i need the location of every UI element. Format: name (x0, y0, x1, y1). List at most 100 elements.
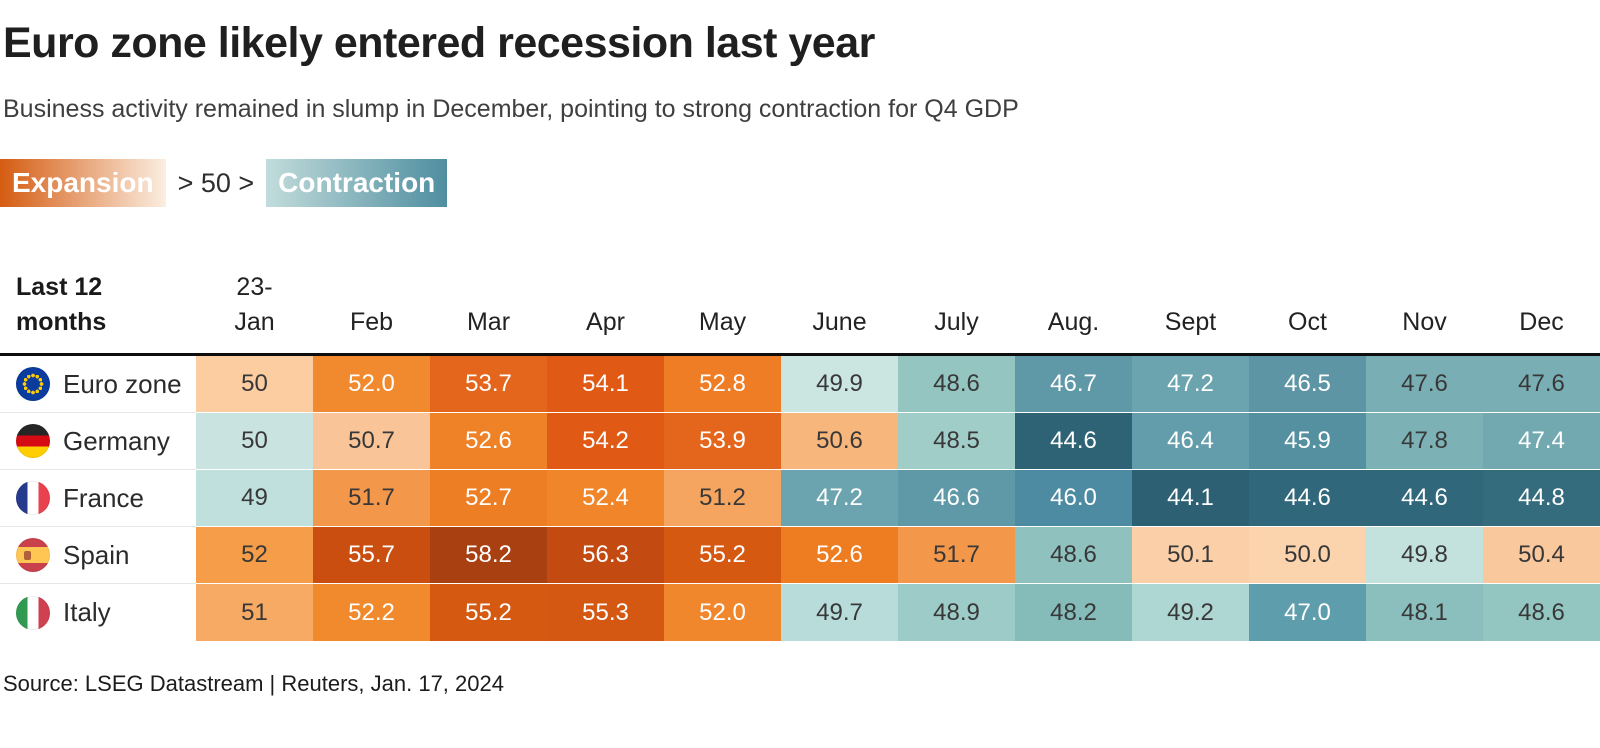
chart-subtitle: Business activity remained in slump in D… (3, 95, 1019, 124)
month-header-row: Last 12 months 23- Jan Feb Mar Apr May June Ju… (0, 270, 1600, 357)
column-header: May (698, 307, 747, 336)
heatmap-cell: 47.0 (1249, 584, 1366, 642)
table-row: Germany 50 50.7 52.6 54.2 53.9 50.6 48.5 44.6 46.… (0, 413, 1600, 471)
heatmap-body: Euro zone 50 52.0 53.7 54.1 52.8 49.9 48.6 46.7 4… (0, 356, 1600, 642)
heatmap-cell: 47.4 (1483, 413, 1600, 471)
heatmap-cell: 50.0 (1249, 527, 1366, 585)
heatmap-cell: 44.6 (1249, 470, 1366, 528)
heatmap-cell: 45.9 (1249, 413, 1366, 471)
color-legend: Expansion > 50 > Contraction (0, 158, 1600, 208)
country-label-cell: Germany (0, 413, 196, 471)
germany-flag-icon (16, 424, 50, 459)
heatmap-cell: 55.3 (547, 584, 664, 642)
heatmap-cell: 52.0 (313, 356, 430, 414)
heatmap-cell: 54.2 (547, 413, 664, 471)
heatmap-cell: 50.6 (781, 413, 898, 471)
heatmap-cell: 52.6 (781, 527, 898, 585)
country-label-cell: Euro zone (0, 356, 196, 414)
country-label-cell: France (0, 470, 196, 528)
heatmap-cell: 46.5 (1249, 356, 1366, 414)
heatmap-cell: 47.8 (1366, 413, 1483, 471)
contraction-badge: Contraction (266, 159, 448, 208)
country-label-cell: Italy (0, 584, 196, 642)
heatmap-cell: 46.7 (1015, 356, 1132, 414)
expansion-badge: Expansion (0, 159, 166, 208)
legend-threshold-label: > 50 > (177, 167, 255, 198)
heatmap-cell: 48.6 (898, 356, 1015, 414)
heatmap-cell: 52.6 (430, 413, 547, 471)
country-label-cell: Spain (0, 527, 196, 585)
column-header: 23- Jan (234, 273, 275, 336)
heatmap-cell: 48.6 (1015, 527, 1132, 585)
column-header: Mar (466, 307, 511, 336)
france-flag-icon (16, 481, 50, 516)
heatmap-cell: 56.3 (547, 527, 664, 585)
heatmap-cell: 51.7 (898, 527, 1015, 585)
heatmap-cell: 48.5 (898, 413, 1015, 471)
heatmap-cell: 46.6 (898, 470, 1015, 528)
row-header-label: Last 12 months (16, 273, 107, 336)
heatmap-cell: 50.4 (1483, 527, 1600, 585)
column-header: Feb (349, 307, 394, 336)
country-name: France (63, 482, 144, 513)
heatmap-cell: 49 (196, 470, 313, 528)
eu-flag-icon (16, 367, 50, 402)
heatmap-cell: 49.7 (781, 584, 898, 642)
heatmap-cell: 51.7 (313, 470, 430, 528)
spain-flag-icon (16, 538, 50, 573)
italy-flag-icon (16, 595, 50, 630)
heatmap-cell: 55.7 (313, 527, 430, 585)
column-header: Aug. (1047, 307, 1100, 336)
heatmap-cell: 50 (196, 356, 313, 414)
heatmap-cell: 44.1 (1132, 470, 1249, 528)
heatmap-cell: 53.9 (664, 413, 781, 471)
country-name: Spain (63, 539, 130, 570)
column-header: June (812, 307, 867, 336)
heatmap-cell: 53.7 (430, 356, 547, 414)
heatmap-cell: 50 (196, 413, 313, 471)
row-header-cell: Last 12 months (0, 270, 196, 339)
table-row: Spain 52 55.7 58.2 56.3 55.2 52.6 51.7 48.6 50.1 5… (0, 527, 1600, 585)
heatmap-cell: 49.8 (1366, 527, 1483, 585)
column-header: Dec (1519, 307, 1564, 336)
heatmap-cell: 48.2 (1015, 584, 1132, 642)
heatmap-cell: 55.2 (430, 584, 547, 642)
heatmap-cell: 44.6 (1366, 470, 1483, 528)
heatmap-cell: 50.7 (313, 413, 430, 471)
column-header: Oct (1288, 307, 1327, 336)
table-row: Italy 51 52.2 55.2 55.3 52.0 49.7 48.9 48.2 49.2 4… (0, 584, 1600, 642)
heatmap-cell: 52.4 (547, 470, 664, 528)
country-name: Euro zone (63, 368, 182, 399)
country-name: Italy (63, 597, 111, 628)
heatmap-cell: 47.6 (1366, 356, 1483, 414)
heatmap-cell: 48.9 (898, 584, 1015, 642)
heatmap-cell: 46.0 (1015, 470, 1132, 528)
heatmap-cell: 48.6 (1483, 584, 1600, 642)
column-header: Sept (1164, 307, 1217, 336)
heatmap-cell: 46.4 (1132, 413, 1249, 471)
table-row: France 49 51.7 52.7 52.4 51.2 47.2 46.6 46.0 44.1… (0, 470, 1600, 528)
table-row: Euro zone 50 52.0 53.7 54.1 52.8 49.9 48.6 46.7 4… (0, 356, 1600, 414)
heatmap-cell: 52.8 (664, 356, 781, 414)
heatmap-cell: 44.6 (1015, 413, 1132, 471)
heatmap-cell: 51 (196, 584, 313, 642)
heatmap-table: Last 12 months 23- Jan Feb Mar Apr May June Ju… (0, 270, 1600, 642)
heatmap-cell: 58.2 (430, 527, 547, 585)
heatmap-cell: 52.7 (430, 470, 547, 528)
country-name: Germany (63, 425, 170, 456)
page-title: Euro zone likely entered recession last … (3, 19, 875, 67)
source-attribution: Source: LSEG Datastream | Reuters, Jan. … (3, 671, 504, 697)
heatmap-cell: 52.2 (313, 584, 430, 642)
heatmap-cell: 51.2 (664, 470, 781, 528)
column-header: July (934, 307, 979, 336)
heatmap-cell: 55.2 (664, 527, 781, 585)
heatmap-cell: 49.9 (781, 356, 898, 414)
heatmap-cell: 49.2 (1132, 584, 1249, 642)
heatmap-cell: 47.2 (781, 470, 898, 528)
heatmap-cell: 47.6 (1483, 356, 1600, 414)
heatmap-cell: 54.1 (547, 356, 664, 414)
heatmap-cell: 52 (196, 527, 313, 585)
heatmap-cell: 47.2 (1132, 356, 1249, 414)
heatmap-cell: 44.8 (1483, 470, 1600, 528)
